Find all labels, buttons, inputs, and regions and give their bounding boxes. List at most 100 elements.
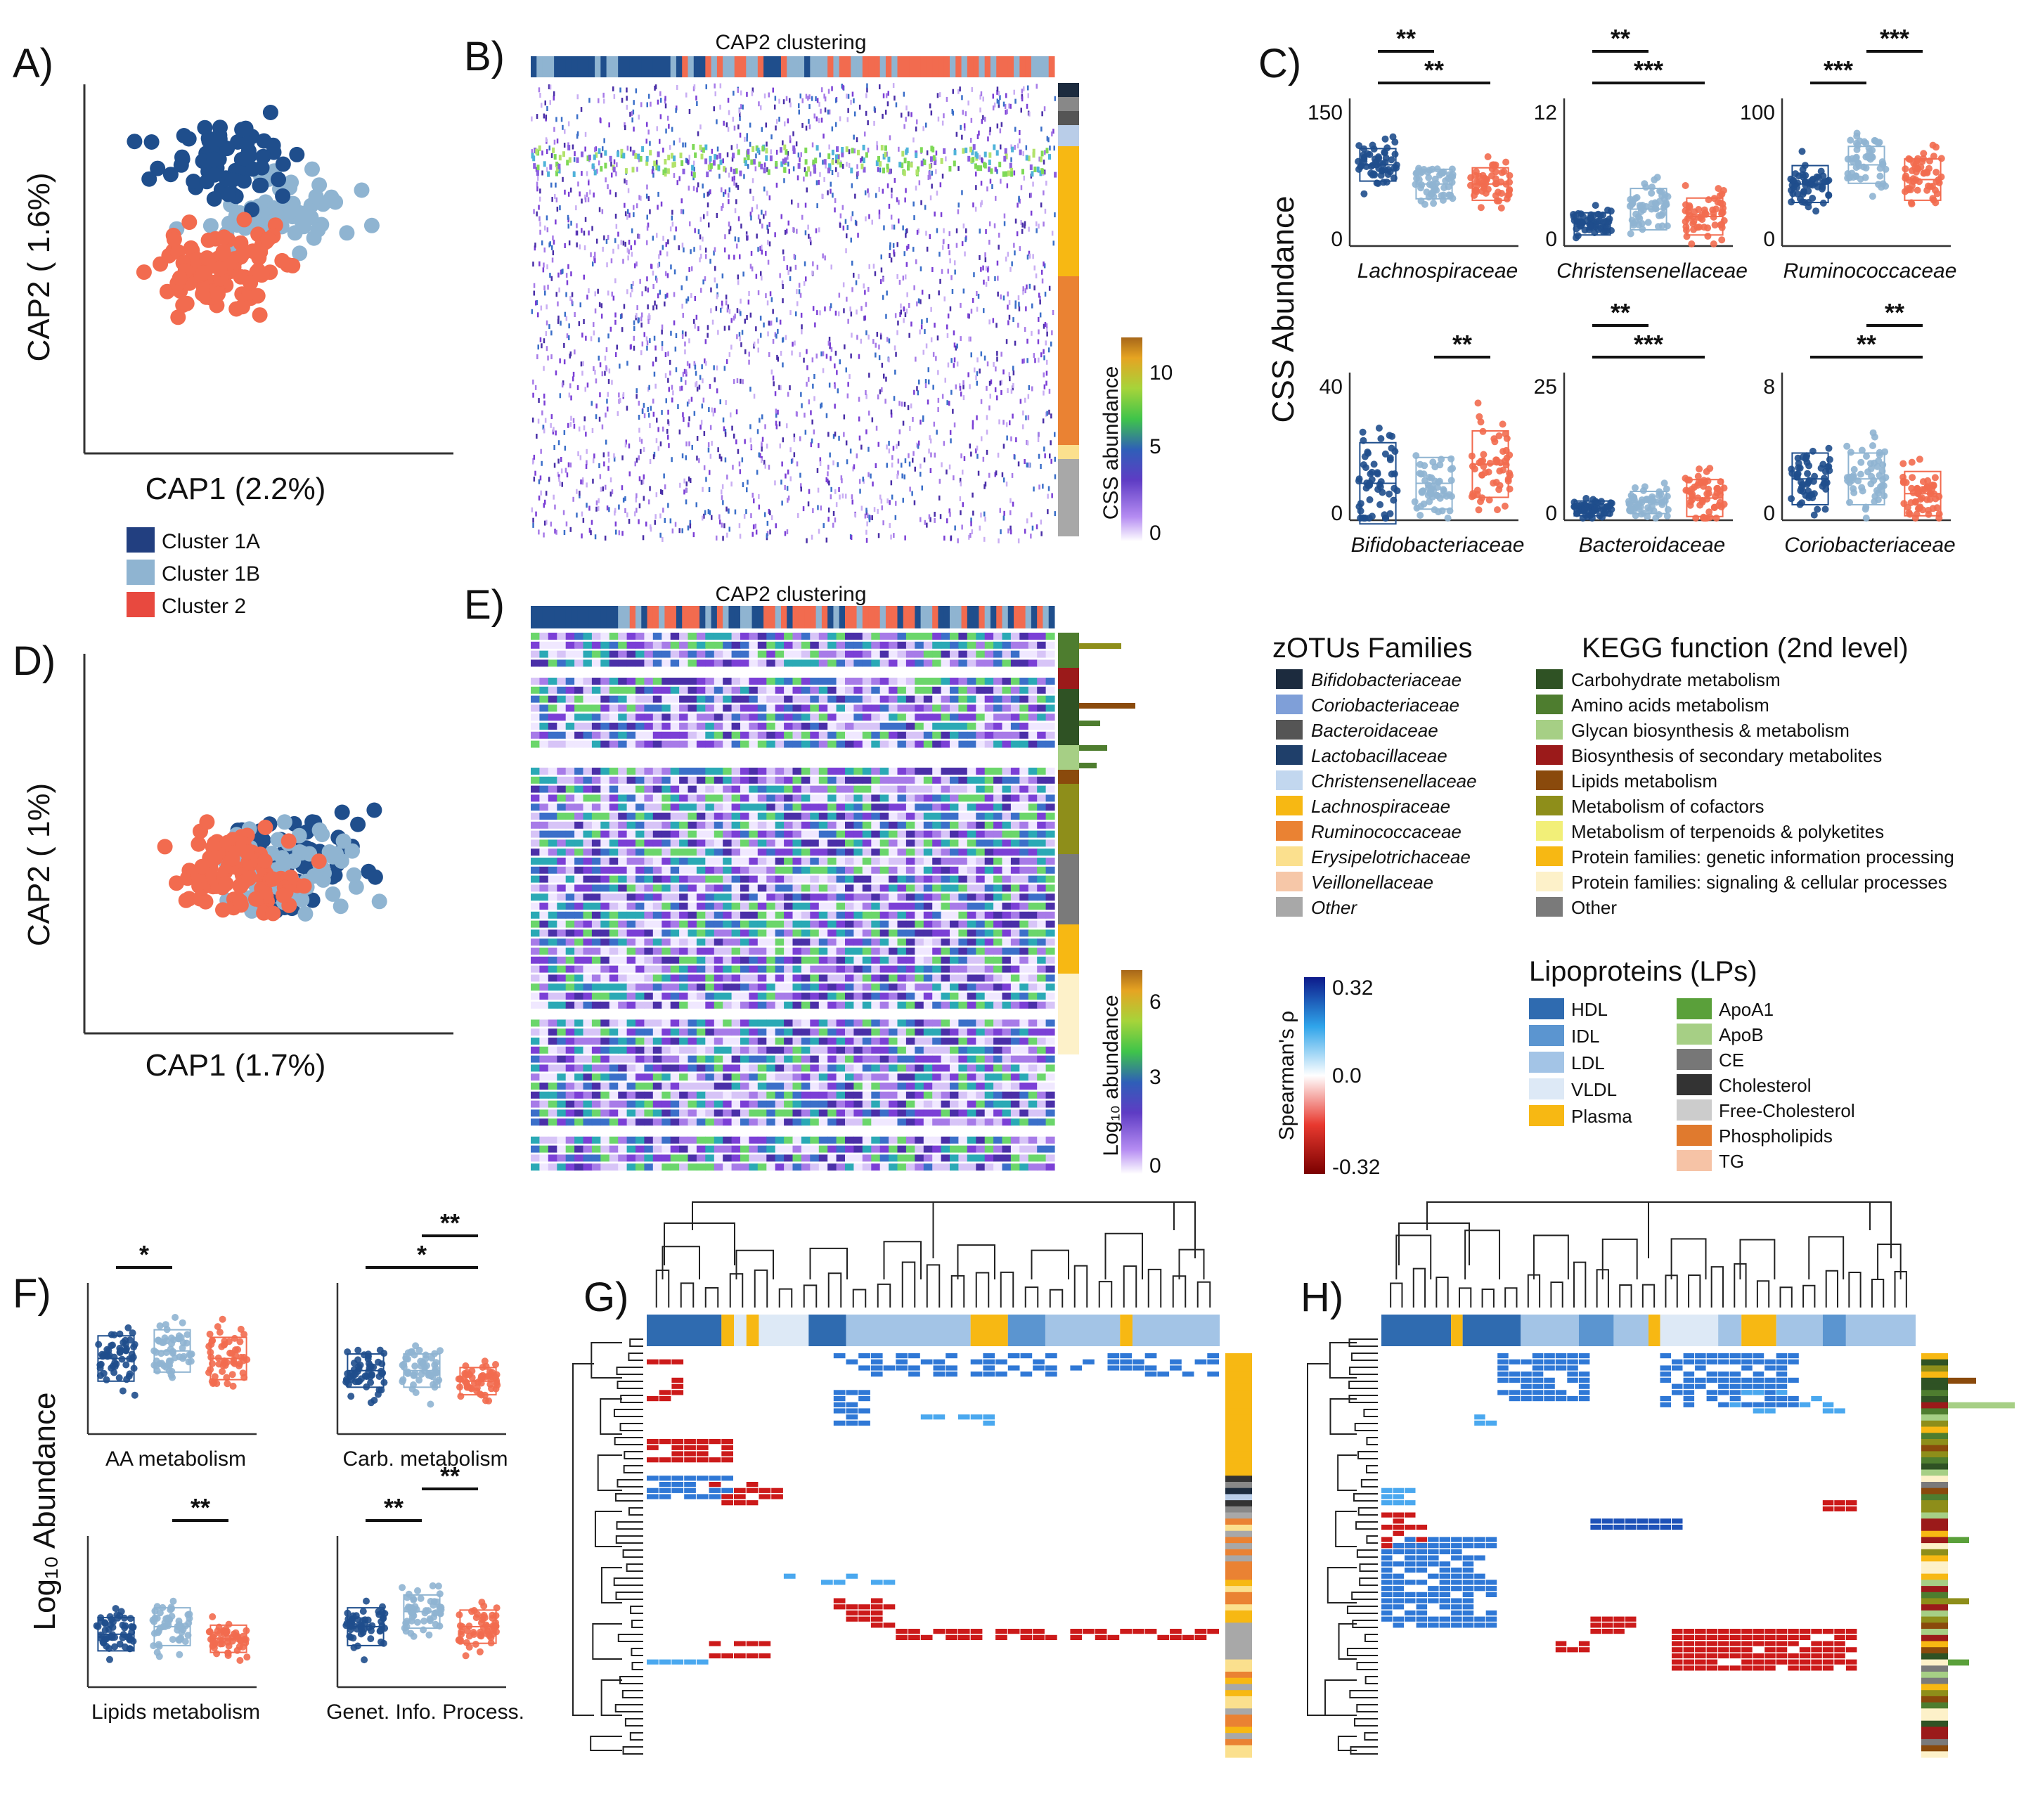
heat-cell: [943, 113, 945, 119]
heat-cell: [871, 219, 873, 225]
heat-cell: [846, 162, 848, 167]
heat-cell: [810, 866, 820, 874]
heat-cell: [760, 333, 762, 338]
heat-cell: [789, 476, 792, 482]
heat-cell: [607, 333, 609, 339]
family-bar-cell: [1058, 459, 1079, 536]
heat-cell: [759, 219, 761, 224]
heat-cell: [696, 386, 699, 392]
heat-cell: [1000, 179, 1002, 184]
heat-cell: [532, 155, 536, 162]
cluster-bar-cell: [723, 56, 729, 77]
heat-cell: [804, 167, 806, 172]
heat-cell: [878, 186, 880, 192]
scatter-point: [136, 264, 152, 280]
heat-cell: [932, 714, 942, 721]
scatter-point: [275, 887, 291, 903]
heat-cell: [915, 259, 917, 264]
heat-cell: [1043, 160, 1045, 165]
heat-cell: [1007, 170, 1010, 176]
heat-cell: [557, 315, 560, 321]
heat-cell: [565, 704, 575, 712]
heat-cell: [797, 152, 800, 157]
heat-cell: [609, 714, 619, 721]
heat-cell: [770, 149, 772, 155]
heat-cell: [705, 858, 715, 865]
heat-cell: [949, 306, 952, 311]
heat-cell: [1010, 866, 1020, 874]
heat-cell: [652, 686, 662, 694]
heat-cell: [846, 297, 848, 302]
heat-cell: [941, 462, 943, 467]
heat-cell: [557, 803, 567, 811]
heat-cell: [950, 704, 959, 712]
heat-cell: [958, 875, 968, 883]
cluster-bar-cell: [804, 606, 811, 628]
heat-cell: [828, 480, 830, 486]
heat-cell: [905, 188, 907, 193]
heat-cell: [723, 641, 733, 649]
scatter-point: [321, 844, 337, 860]
cluster-bar-cell: [973, 56, 979, 77]
heat-cell: [830, 486, 832, 492]
heat-cell: [1045, 785, 1055, 793]
heat-cell: [868, 411, 870, 416]
heat-cell: [894, 515, 897, 520]
heat-cell: [683, 368, 686, 374]
heat-cell: [766, 191, 768, 196]
heat-cell: [705, 695, 715, 703]
heat-cell: [917, 390, 920, 396]
heat-cell: [1043, 349, 1045, 354]
heat-cell: [967, 686, 976, 694]
heat-cell: [653, 160, 657, 167]
cluster-bar-cell: [629, 606, 636, 628]
heat-cell: [698, 385, 701, 390]
heat-cell: [905, 659, 915, 667]
heat-cell: [719, 104, 721, 110]
heat-cell: [813, 374, 815, 379]
heat-cell: [820, 402, 823, 408]
heat-cell: [775, 523, 777, 529]
heat-cell: [1010, 695, 1020, 703]
heat-cell: [564, 311, 567, 317]
heat-cell: [577, 181, 579, 187]
heat-cell: [811, 357, 814, 363]
heat-cell: [853, 464, 856, 470]
heat-cell: [540, 305, 543, 311]
heat-cell: [947, 244, 950, 250]
heat-cell: [949, 258, 951, 264]
heat-cell: [959, 496, 962, 501]
heat-cell: [765, 155, 768, 161]
heat-cell: [563, 430, 566, 435]
scatter-point: [207, 835, 223, 851]
heat-cell: [603, 98, 605, 104]
cluster-bar-cell: [1048, 606, 1055, 628]
heat-cell: [879, 866, 889, 874]
heat-cell: [574, 776, 584, 784]
scatter-point: [292, 245, 308, 262]
heat-cell: [703, 214, 705, 219]
heat-cell: [950, 794, 959, 802]
heat-cell: [831, 149, 834, 155]
heat-cell: [780, 147, 782, 153]
heat-cell: [1045, 731, 1055, 739]
heat-cell: [851, 183, 853, 188]
scatter-point: [295, 205, 311, 221]
heat-cell: [738, 523, 741, 529]
heat-cell: [936, 228, 938, 233]
heat-cell: [796, 175, 799, 181]
heat-cell: [747, 235, 749, 240]
heat-cell: [678, 430, 681, 434]
heat-cell: [898, 146, 900, 152]
heat-cell: [644, 875, 654, 883]
heat-cell: [775, 659, 785, 667]
heat-cell: [574, 678, 584, 685]
heat-cell: [932, 893, 942, 901]
heat-cell: [845, 440, 848, 446]
heat-cell: [688, 866, 697, 874]
heat-cell: [981, 158, 983, 164]
heat-cell: [1028, 731, 1038, 739]
heat-cell: [877, 441, 879, 447]
heat-cell: [644, 731, 654, 739]
heat-cell: [846, 393, 849, 399]
